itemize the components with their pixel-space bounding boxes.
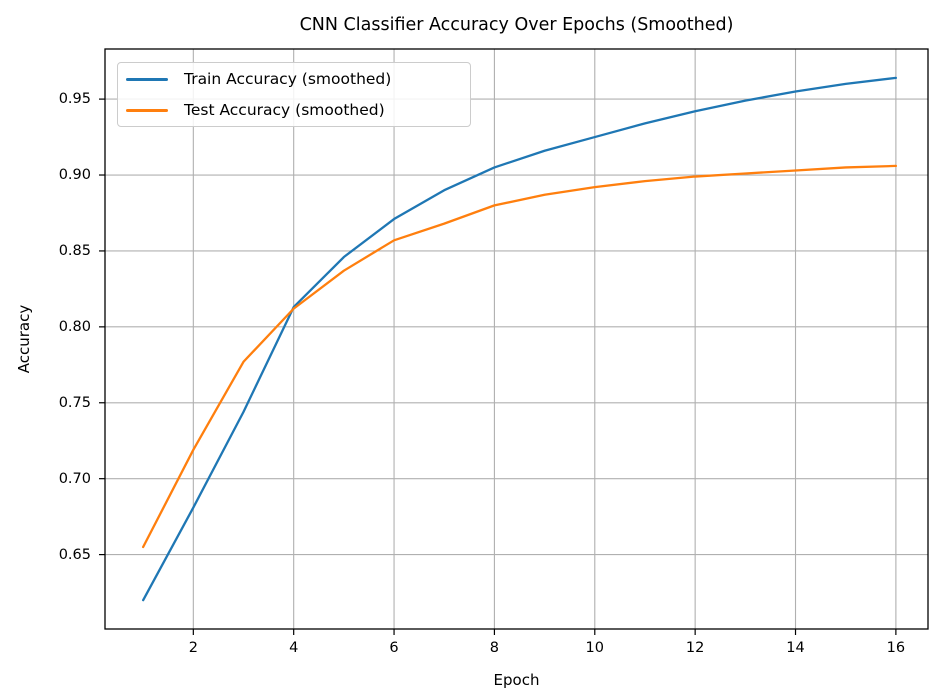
y-tick-label: 0.90	[58, 167, 91, 184]
x-axis-label: Epoch	[493, 671, 540, 689]
x-tick-label: 4	[289, 640, 299, 656]
y-tick-label: 0.75	[58, 394, 91, 411]
plot-border	[104, 48, 929, 630]
x-tick-label: 10	[585, 640, 604, 656]
x-tick-label: 12	[685, 640, 705, 656]
legend-entry-test: Test Accuracy (smoothed)	[118, 95, 470, 126]
test-line-swatch	[126, 108, 168, 112]
legend-label-test: Test Accuracy (smoothed)	[184, 101, 385, 119]
train-line-swatch	[126, 77, 168, 81]
y-tick-label: 0.65	[58, 546, 91, 563]
x-tick-label: 2	[188, 640, 198, 656]
x-tick-label: 16	[886, 640, 906, 656]
y-tick-label: 0.70	[58, 470, 91, 487]
x-tick-label: 14	[786, 640, 805, 656]
y-tick-label: 0.85	[58, 242, 91, 259]
test-accuracy-smoothed-line	[141, 164, 898, 549]
legend: Train Accuracy (smoothed) Test Accuracy …	[117, 62, 471, 127]
train-accuracy-smoothed-line	[141, 76, 898, 602]
legend-entry-train: Train Accuracy (smoothed)	[118, 64, 470, 95]
y-tick-label: 0.80	[58, 318, 91, 335]
legend-label-train: Train Accuracy (smoothed)	[184, 70, 392, 88]
y-tick-label: 0.95	[58, 91, 91, 108]
x-tick-label: 8	[489, 640, 500, 656]
x-tick-label: 6	[389, 640, 399, 656]
chart-title: CNN Classifier Accuracy Over Epochs (Smo…	[299, 15, 734, 35]
